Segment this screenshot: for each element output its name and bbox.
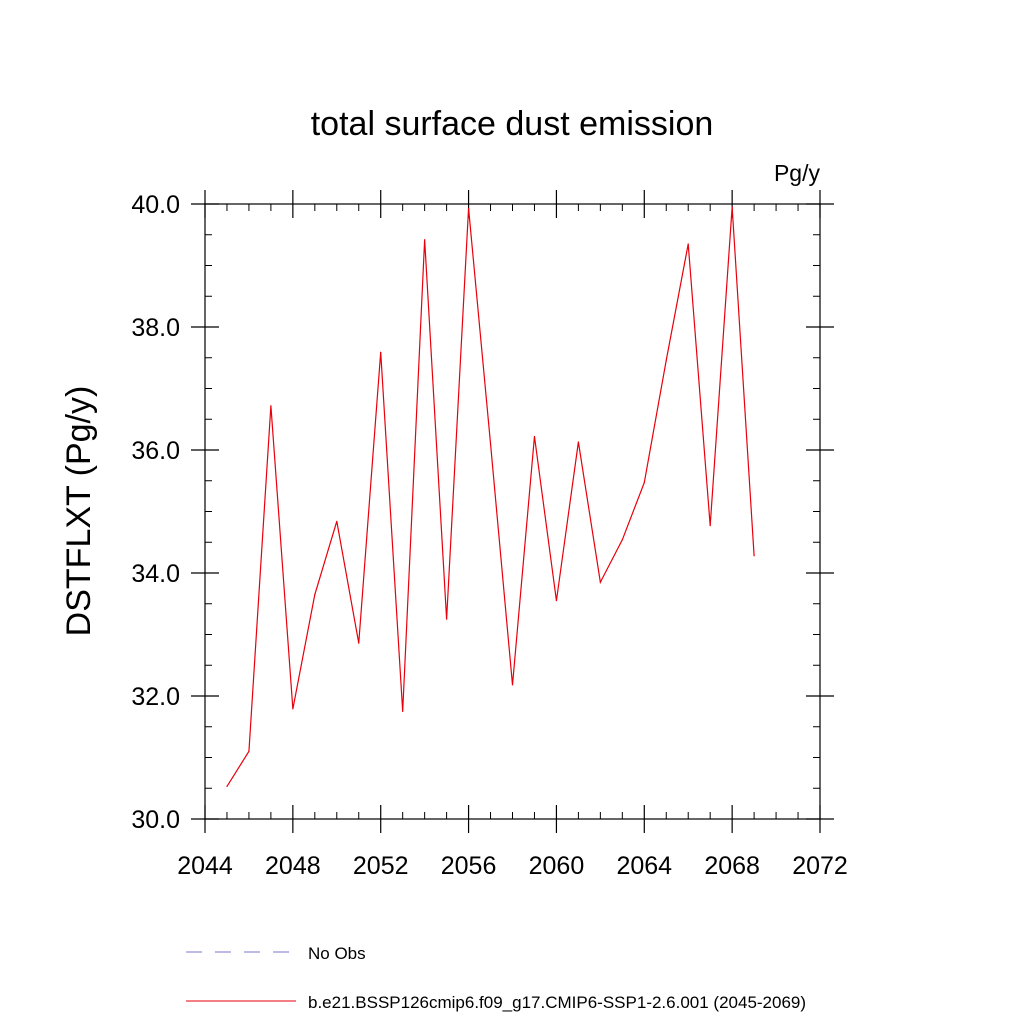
y-axis-label: DSTFLXT (Pg/y) xyxy=(60,386,98,637)
x-tick-label: 2052 xyxy=(353,852,409,880)
y-tick-label: 32.0 xyxy=(131,683,180,711)
data-point xyxy=(336,520,338,522)
data-point xyxy=(753,555,755,557)
data-point xyxy=(489,443,492,445)
data-point xyxy=(599,581,601,583)
y-tick-label: 40.0 xyxy=(131,191,180,219)
data-point xyxy=(292,708,294,710)
data-point xyxy=(467,207,470,209)
data-point xyxy=(402,710,404,712)
data-point xyxy=(380,351,382,353)
data-points xyxy=(226,206,755,788)
legend-label-no-obs: No Obs xyxy=(308,944,366,963)
data-point xyxy=(555,600,558,602)
data-point xyxy=(226,785,228,788)
y-tick-label: 34.0 xyxy=(131,560,180,588)
x-tick-label: 2048 xyxy=(265,852,321,880)
data-point xyxy=(314,593,316,596)
plot-frame xyxy=(204,203,821,820)
y-tick-label: 36.0 xyxy=(131,437,180,465)
x-tick-label: 2064 xyxy=(616,852,672,880)
data-point xyxy=(621,539,623,541)
data-point xyxy=(643,481,645,484)
data-point xyxy=(446,618,448,620)
legend-label-ssp126: b.e21.BSSP126cmip6.f09_g17.CMIP6-SSP1-2.… xyxy=(308,993,806,1012)
x-tick-label: 2056 xyxy=(441,852,497,880)
series-lines xyxy=(226,207,755,787)
data-point xyxy=(731,206,733,208)
data-point xyxy=(533,435,536,438)
data-point xyxy=(358,642,360,644)
legend: No Obs b.e21.BSSP126cmip6.f09_g17.CMIP6-… xyxy=(186,944,806,1012)
data-point xyxy=(511,684,514,686)
data-point xyxy=(665,359,667,361)
data-point xyxy=(709,525,711,527)
axes: 2044 2048 2052 2056 2060 2064 2068 2072 30.0 32.0… xyxy=(131,190,848,880)
y-tick-label: 30.0 xyxy=(131,806,180,834)
data-point xyxy=(424,239,426,241)
x-tick-label: 2072 xyxy=(792,852,848,880)
series-line xyxy=(226,207,755,787)
data-point xyxy=(577,441,579,443)
units-label: Pg/y xyxy=(774,160,821,186)
data-point xyxy=(687,243,689,245)
data-point xyxy=(248,750,250,752)
y-tick-label: 38.0 xyxy=(131,314,180,342)
chart-title: total surface dust emission xyxy=(311,105,714,143)
data-point xyxy=(270,405,272,407)
x-tick-label: 2068 xyxy=(704,852,760,880)
x-tick-label: 2044 xyxy=(177,852,233,880)
x-tick-label: 2060 xyxy=(529,852,585,880)
